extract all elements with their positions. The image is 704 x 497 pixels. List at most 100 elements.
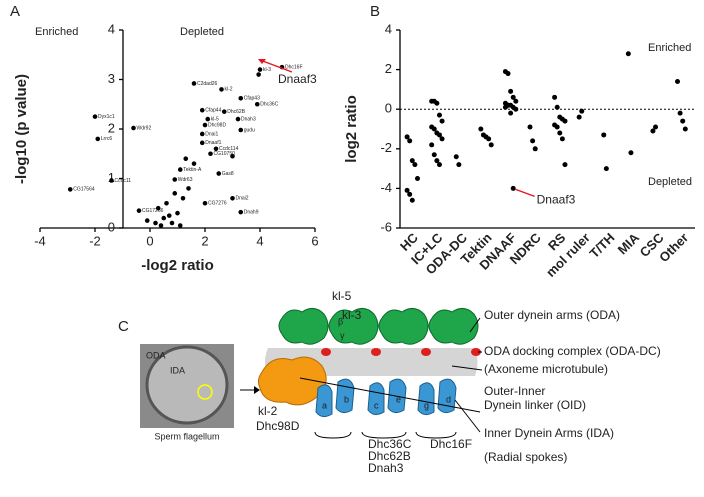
y-axis-label: log2 ratio xyxy=(343,95,360,163)
point xyxy=(675,78,681,84)
point xyxy=(172,191,178,196)
y-axis-label: -log10 (p value) xyxy=(13,74,30,184)
gene-label: Dhc98D xyxy=(256,419,300,433)
gene-label: Dnah3 xyxy=(368,461,404,475)
y-tick-label: 0 xyxy=(108,219,115,234)
point-label: Dhc98D xyxy=(208,122,226,128)
point xyxy=(434,158,440,164)
point xyxy=(559,136,565,142)
point xyxy=(436,112,442,118)
flagellum-section xyxy=(145,345,229,425)
point xyxy=(429,142,435,148)
point xyxy=(164,200,169,206)
x-tick-label: 0 xyxy=(146,233,153,248)
point xyxy=(235,116,241,122)
ida-letter: c xyxy=(374,400,379,410)
point xyxy=(434,100,440,106)
point-label: Dhc36C xyxy=(260,102,278,108)
point xyxy=(155,205,161,211)
point-label: Dnai1 xyxy=(205,131,218,137)
ida-letter: a xyxy=(322,400,327,410)
x-tick-label: 6 xyxy=(311,233,318,248)
oda-letter: γ xyxy=(340,330,345,340)
diagram xyxy=(140,308,483,439)
y-tick-label: -2 xyxy=(380,140,392,155)
point xyxy=(576,114,582,120)
point xyxy=(238,209,244,215)
point xyxy=(530,138,536,144)
point xyxy=(557,130,563,136)
point xyxy=(131,125,136,131)
ida-letter: b xyxy=(344,394,349,404)
y-tick-label: 3 xyxy=(108,71,115,86)
y-tick-label: 4 xyxy=(108,21,115,36)
point xyxy=(532,146,538,152)
point xyxy=(653,124,659,130)
point xyxy=(238,96,244,101)
x-tick-label: T/TH xyxy=(586,230,617,261)
legend-label: (Radial spokes) xyxy=(484,450,567,464)
point xyxy=(554,124,560,130)
point-label: CG7276 xyxy=(208,201,227,207)
legend-label: Inner Dynein Arms (IDA) xyxy=(484,426,614,440)
point xyxy=(238,127,244,133)
point xyxy=(562,162,568,168)
point xyxy=(407,191,413,197)
point xyxy=(439,118,445,124)
point xyxy=(175,210,180,216)
point-label: Wdr63 xyxy=(178,177,193,183)
annotation: Enriched xyxy=(648,42,691,54)
point xyxy=(216,171,222,176)
gene-label: kl-2 xyxy=(258,404,278,418)
brackets xyxy=(299,317,483,439)
point xyxy=(431,152,437,158)
point xyxy=(256,72,261,77)
point xyxy=(508,88,514,94)
point xyxy=(478,126,484,132)
panel-label: C xyxy=(118,318,129,335)
point xyxy=(144,218,150,223)
point xyxy=(172,177,178,182)
point xyxy=(680,118,686,124)
point xyxy=(191,81,197,86)
point xyxy=(205,116,211,122)
point xyxy=(513,98,519,104)
oda-letter: β xyxy=(338,316,343,326)
y-tick-label: -4 xyxy=(380,180,392,195)
x-axis-label: -log2 ratio xyxy=(141,257,214,274)
point xyxy=(579,108,585,114)
point xyxy=(601,132,607,138)
point xyxy=(92,114,98,119)
point-label: Ccdc114 xyxy=(219,146,239,152)
legend-label: Outer-Inner xyxy=(484,384,545,398)
point-label: Dnah3 xyxy=(241,116,256,122)
point xyxy=(219,87,224,92)
oda-dc xyxy=(321,348,481,356)
point xyxy=(67,187,73,192)
inset-label: IDA xyxy=(170,365,185,375)
panel-label: A xyxy=(10,3,20,20)
point xyxy=(625,51,631,57)
point-label: Dnah9 xyxy=(244,209,259,215)
point xyxy=(488,142,494,148)
point-label: Dyx1c1 xyxy=(98,114,115,120)
point xyxy=(510,94,516,100)
x-tick-label: -4 xyxy=(34,233,46,248)
y-tick-label: 2 xyxy=(385,61,392,76)
point xyxy=(109,178,114,183)
point xyxy=(191,161,197,166)
y-tick-label: 4 xyxy=(385,21,392,36)
point xyxy=(202,122,208,128)
point xyxy=(436,162,442,168)
point-label: Dnai2 xyxy=(236,196,249,202)
point xyxy=(213,146,219,152)
point xyxy=(628,150,634,156)
highlight-label: Dnaaf3 xyxy=(537,193,576,207)
inset-label: ODA xyxy=(146,350,166,360)
point xyxy=(409,197,415,203)
point-label: Cfap44 xyxy=(205,108,221,114)
gene-label: Dhc62B xyxy=(368,449,411,463)
point xyxy=(161,215,167,221)
point xyxy=(230,153,235,159)
x-tick-label: Other xyxy=(656,230,691,265)
